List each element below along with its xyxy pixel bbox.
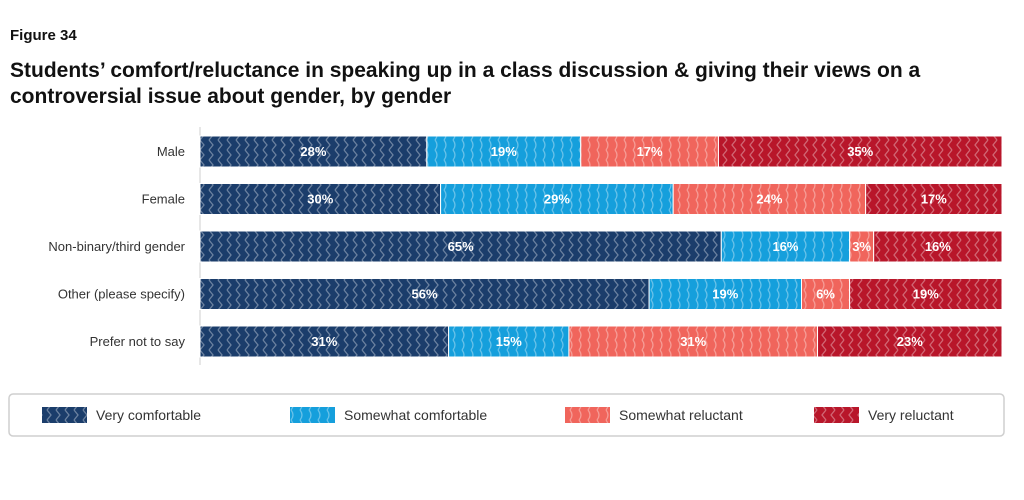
bar-segment [199, 278, 650, 310]
bar-segment [865, 183, 1003, 215]
value-label: 17% [637, 144, 663, 159]
bar-segment [717, 135, 1003, 168]
chart-title: Students’ comfort/reluctance in speaking… [10, 59, 921, 108]
figure-label: Figure 34 [10, 27, 77, 44]
bar-segment [817, 325, 1003, 358]
value-label: 19% [712, 287, 738, 302]
bar-segment [199, 183, 442, 215]
value-label: 15% [496, 334, 522, 349]
legend-label: Somewhat comfortable [344, 407, 487, 423]
legend-swatch [565, 407, 610, 423]
value-label: 6% [816, 287, 835, 302]
value-label: 3% [852, 239, 871, 254]
legend-label: Very comfortable [96, 407, 201, 423]
value-label: 30% [307, 192, 333, 207]
bar-segment [648, 278, 802, 310]
bar-segment [199, 230, 722, 263]
value-label: 29% [544, 192, 570, 207]
value-label: 65% [448, 239, 474, 254]
value-label: 31% [680, 334, 706, 349]
value-label: 16% [772, 239, 798, 254]
bar-segment [849, 278, 1003, 310]
bar-segment [448, 325, 570, 358]
value-label: 17% [921, 192, 947, 207]
value-label: 28% [300, 144, 326, 159]
legend: Very comfortable Somewhat comfortable Some… [42, 407, 954, 423]
bar-segment [440, 183, 674, 215]
legend-swatch [290, 407, 335, 423]
value-label: 19% [491, 144, 517, 159]
bar-segment [672, 183, 867, 215]
category-label: Prefer not to say [90, 334, 186, 349]
legend-swatch [42, 407, 87, 423]
bar-segment [199, 135, 428, 168]
value-label: 31% [311, 334, 337, 349]
legend-label: Very reluctant [868, 407, 954, 423]
legend-label: Somewhat reluctant [619, 407, 743, 423]
bar-segment [873, 230, 1003, 263]
category-label: Male [157, 144, 185, 159]
legend-box [8, 393, 1005, 437]
legend-swatch [814, 407, 859, 423]
value-label: 23% [897, 334, 923, 349]
category-labels: Male Female Non-binary/third gender Other (… [48, 144, 185, 349]
bar-segment [849, 230, 875, 263]
value-labels: 28% 19% 17% 35% 30% 29% 24% 17% 65% 16% 3% 16% 56% 19… [300, 144, 951, 349]
category-label: Non-binary/third gender [48, 239, 185, 254]
value-label: 24% [756, 192, 782, 207]
value-label: 19% [913, 287, 939, 302]
value-label: 35% [847, 144, 873, 159]
category-label: Other (please specify) [58, 287, 185, 302]
category-label: Female [142, 192, 185, 207]
bar-segment [199, 325, 450, 358]
value-label: 56% [412, 287, 438, 302]
bar-segments [199, 135, 1003, 358]
value-label: 16% [925, 239, 951, 254]
bar-segment [720, 230, 851, 263]
